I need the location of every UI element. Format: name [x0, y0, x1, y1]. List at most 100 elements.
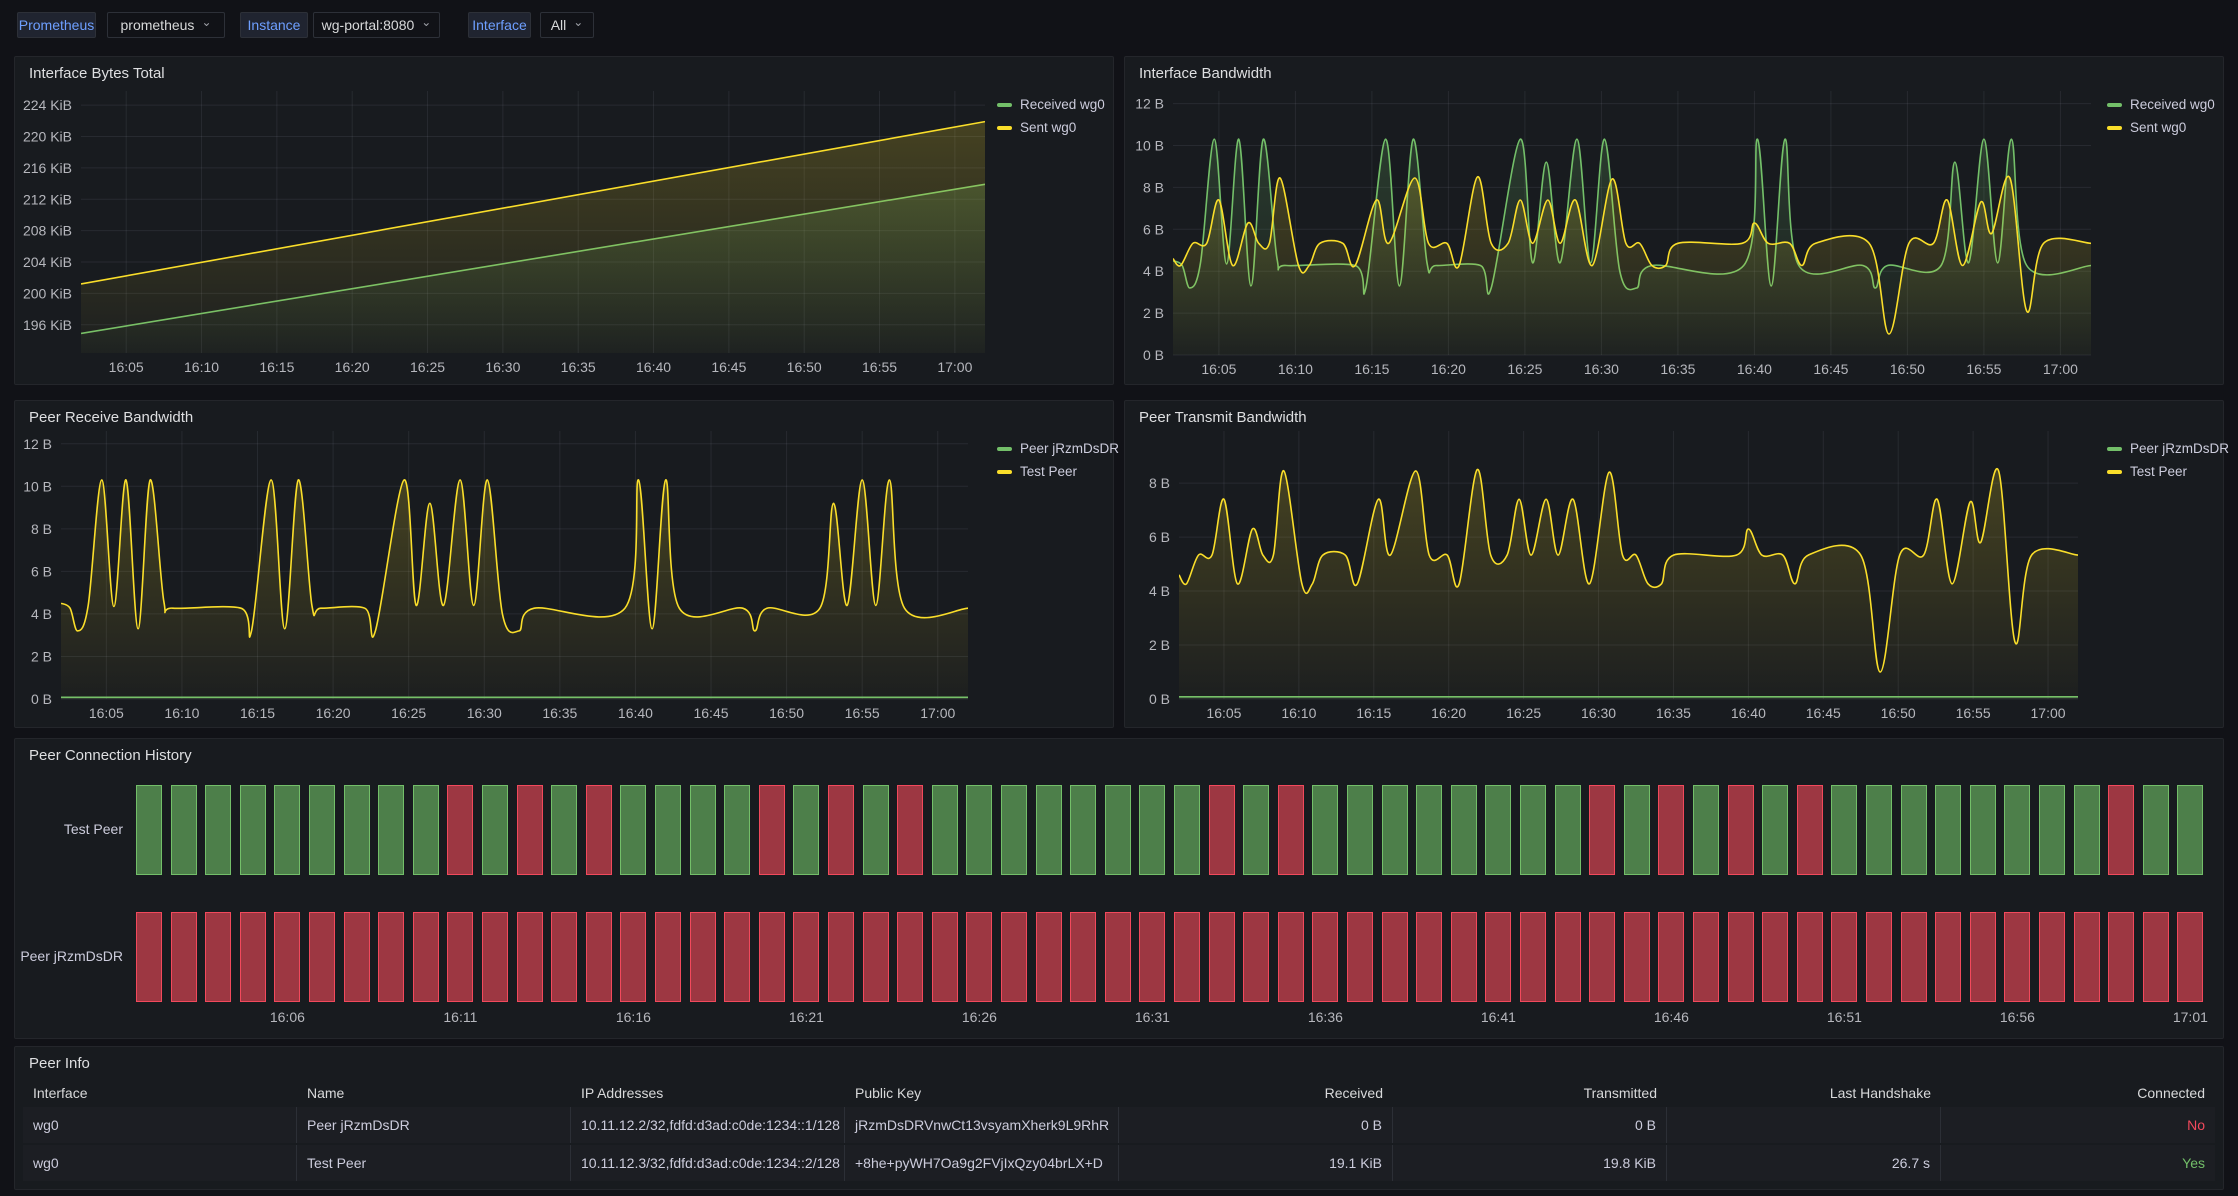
column-header-name[interactable]: Name: [307, 1085, 345, 1101]
y-axis-tick: 208 KiB: [23, 223, 72, 239]
status-bar-disconnected: [1208, 785, 1235, 875]
status-bar-disconnected: [2073, 912, 2100, 1002]
x-axis-tick: 16:36: [1307, 1009, 1343, 1025]
var-label-interface: Interface: [468, 12, 531, 38]
column-header-received[interactable]: Received: [1324, 1085, 1383, 1101]
x-axis-tick: 16:05: [1206, 705, 1241, 721]
legend: Received wg0 Sent wg0: [997, 93, 1105, 139]
x-axis-tick: 16:56: [1999, 1009, 2035, 1025]
status-bar-disconnected: [447, 912, 474, 1002]
status-bar-connected: [2004, 785, 2031, 875]
var-select-interface[interactable]: All ⌄: [540, 12, 594, 38]
legend-item-test-peer[interactable]: Test Peer: [2107, 460, 2229, 483]
x-axis-tick: 16:11: [443, 1009, 478, 1025]
y-axis-tick: 200 KiB: [23, 285, 72, 301]
status-bar-disconnected: [620, 912, 647, 1002]
status-bar-disconnected: [516, 785, 543, 875]
legend-item-received-wg0[interactable]: Received wg0: [997, 93, 1105, 116]
legend-item-peer-jrzmdsdr[interactable]: Peer jRzmDsDR: [997, 437, 1119, 460]
panel-title[interactable]: Peer Transmit Bandwidth: [1139, 409, 1307, 426]
status-bar-disconnected: [1831, 912, 1858, 1002]
status-bar-disconnected: [793, 912, 820, 1002]
x-axis-tick: 16:20: [335, 359, 370, 375]
table-cell-ip-addresses: 10.11.12.2/32,fdfd:d3ad:c0de:1234::1/128: [571, 1107, 845, 1143]
status-bar-disconnected: [170, 912, 197, 1002]
panel-title[interactable]: Interface Bytes Total: [29, 65, 165, 82]
legend-item-peer-jrzmdsdr[interactable]: Peer jRzmDsDR: [2107, 437, 2229, 460]
chart-plot-peer_tx[interactable]: 0 B 2 B 4 B 6 B 8 B 16:05 16:10 16:15 16:20 16:25…: [1125, 401, 2225, 729]
panel-title[interactable]: Peer Connection History: [29, 747, 192, 764]
x-axis-tick: 16:25: [410, 359, 445, 375]
status-bar-disconnected: [689, 912, 716, 1002]
var-select-prometheus[interactable]: prometheus ⌄: [107, 12, 225, 38]
y-axis-tick: 12 B: [23, 436, 52, 452]
column-header-last-handshake[interactable]: Last Handshake: [1829, 1085, 1931, 1101]
x-axis-tick: 16:30: [485, 359, 520, 375]
status-bar-disconnected: [274, 912, 301, 1002]
status-bar-connected: [1762, 785, 1789, 875]
y-axis-tick: 4 B: [1149, 583, 1170, 599]
legend-item-test-peer[interactable]: Test Peer: [997, 460, 1119, 483]
legend-series-label: Peer jRzmDsDR: [1020, 441, 1120, 456]
x-axis-tick: 17:00: [2043, 361, 2078, 377]
x-axis-tick: 16:30: [1584, 361, 1619, 377]
status-bar-connected: [1969, 785, 1996, 875]
panel-interface-bandwidth: Interface Bandwidth 0 B 2 B 4 B 6 B 8 B 10 B 1…: [1124, 56, 2224, 385]
dashboard-variable-toolbar: Prometheus prometheus ⌄ Instance wg-porta…: [0, 0, 2238, 48]
status-bar-connected: [793, 785, 820, 875]
status-bar-disconnected: [2108, 912, 2135, 1002]
status-bar-disconnected: [1174, 912, 1200, 1002]
status-bar-disconnected: [1208, 912, 1235, 1002]
column-header-public-key[interactable]: Public Key: [855, 1085, 922, 1101]
status-bar-disconnected: [2004, 912, 2031, 1002]
var-value-text: prometheus: [120, 17, 195, 33]
status-bar-connected: [1104, 785, 1131, 875]
x-axis-tick: 16:15: [240, 705, 275, 721]
x-axis-tick: 17:00: [2031, 705, 2066, 721]
status-bar-connected: [378, 785, 405, 875]
peer-info-table: Interface Name IP Addresses Public Key Recei…: [23, 1081, 2215, 1181]
column-header-interface[interactable]: Interface: [33, 1085, 88, 1101]
status-bar-connected: [1001, 785, 1027, 875]
legend-item-sent-wg0[interactable]: Sent wg0: [2107, 116, 2215, 139]
y-axis-tick: 10 B: [1135, 137, 1164, 153]
x-axis-tick: 16:20: [1431, 705, 1466, 721]
chart-plot-peer_rx[interactable]: 0 B 2 B 4 B 6 B 8 B 10 B 12 B 16:05 16:10 16:15 16…: [15, 401, 1115, 729]
legend-series-label: Test Peer: [2130, 464, 2188, 479]
panel-peer-connection-history: Peer Connection History Test Peer Peer jR…: [14, 738, 2224, 1039]
panel-title[interactable]: Peer Receive Bandwidth: [29, 409, 194, 426]
status-bar-connected: [1693, 785, 1719, 875]
x-axis-tick: 16:35: [1656, 705, 1691, 721]
y-axis-tick: 2 B: [1143, 305, 1164, 321]
legend: Peer jRzmDsDR Test Peer: [997, 437, 1119, 483]
status-bar-connected: [343, 785, 370, 875]
y-axis-tick: 212 KiB: [23, 191, 72, 207]
status-bar-disconnected: [482, 912, 508, 1002]
y-axis-tick: 12 B: [1135, 96, 1164, 112]
legend-item-received-wg0[interactable]: Received wg0: [2107, 93, 2215, 116]
legend-series-marker: [2107, 469, 2122, 474]
x-axis-tick: 16:40: [636, 359, 671, 375]
panel-title[interactable]: Interface Bandwidth: [1139, 65, 1272, 82]
legend-series-marker: [2107, 102, 2122, 107]
legend-item-sent-wg0[interactable]: Sent wg0: [997, 116, 1105, 139]
status-bar-disconnected: [1104, 912, 1131, 1002]
status-bar-connected: [2142, 785, 2169, 875]
chart-plot-bytes_total[interactable]: 196 KiB 200 KiB 204 KiB 208 KiB 212 KiB 216 K…: [15, 57, 1115, 386]
var-select-instance[interactable]: wg-portal:8080 ⌄: [313, 12, 440, 38]
status-bar-disconnected: [1589, 912, 1616, 1002]
status-bar-disconnected: [1554, 912, 1581, 1002]
column-header-connected[interactable]: Connected: [2137, 1085, 2205, 1101]
y-axis-tick: 2 B: [31, 648, 52, 664]
column-header-transmitted[interactable]: Transmitted: [1583, 1085, 1657, 1101]
chart-plot-bandwidth[interactable]: 0 B 2 B 4 B 6 B 8 B 10 B 12 B 16:05 16:10 16:15 16…: [1125, 57, 2225, 386]
series-area-sent-wg0: [81, 121, 985, 353]
status-bar-disconnected: [205, 912, 232, 1002]
x-axis-tick: 16:50: [1881, 705, 1916, 721]
column-header-ip-addresses[interactable]: IP Addresses: [581, 1085, 664, 1101]
x-axis-tick: 16:45: [1813, 361, 1848, 377]
status-bar-connected: [1935, 785, 1962, 875]
panel-title[interactable]: Peer Info: [29, 1055, 90, 1072]
status-bar-disconnected: [1243, 912, 1270, 1002]
x-axis-tick: 16:35: [561, 359, 596, 375]
